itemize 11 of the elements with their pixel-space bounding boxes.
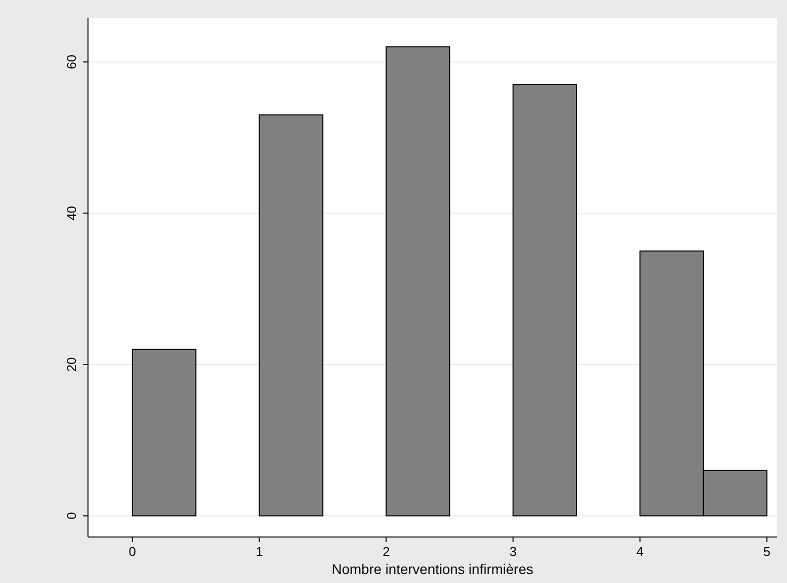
x-tick-label: 3	[509, 544, 517, 559]
x-tick-label: 1	[256, 544, 263, 559]
x-tick-label: 4	[636, 544, 644, 559]
y-tick-label: 20	[64, 357, 79, 372]
y-tick-label: 60	[64, 54, 79, 70]
x-tick-label: 0	[128, 544, 136, 559]
x-axis-title: Nombre interventions infirmières	[332, 561, 534, 577]
y-tick-label: 40	[64, 206, 79, 220]
y-tick-label: 0	[64, 512, 79, 520]
x-tick-label: 5	[763, 544, 770, 559]
x-tick-label: 2	[382, 544, 390, 559]
